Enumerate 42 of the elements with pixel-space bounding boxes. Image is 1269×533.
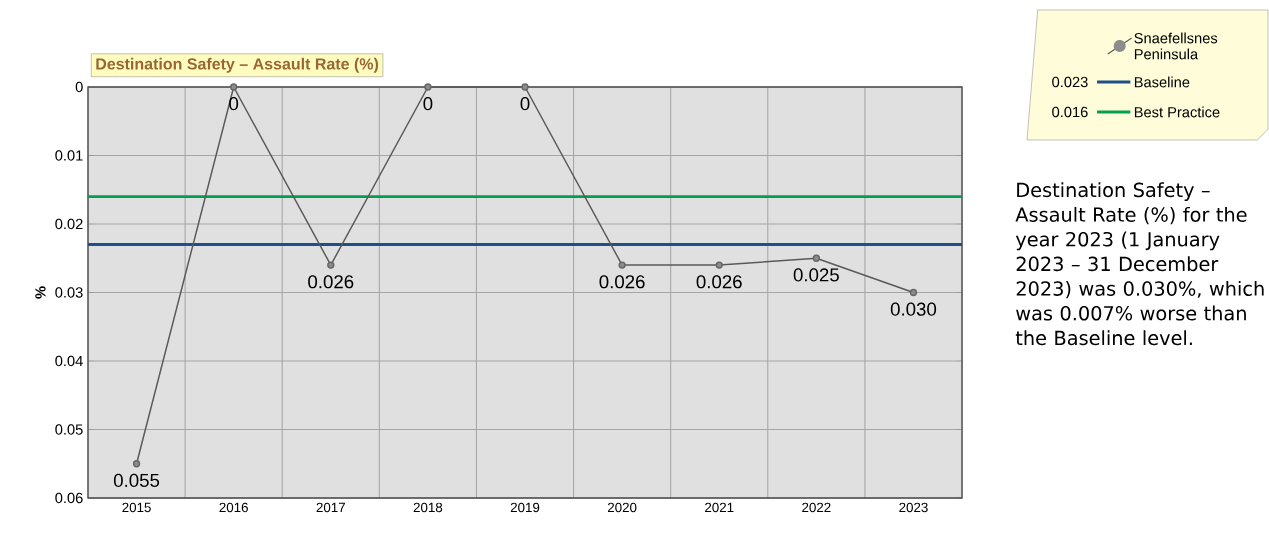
data-label: 0 <box>229 97 239 111</box>
y-axis-title: % <box>35 286 46 299</box>
x-tick-label: 2021 <box>705 502 734 513</box>
data-label: 0 <box>520 97 530 111</box>
x-tick-label: 2022 <box>802 502 831 513</box>
point <box>812 254 821 262</box>
data-label: 0.026 <box>308 275 354 289</box>
text: Destination Safety – Assault Rate (%) for the year 2023 (1 January 2023 – 31 December 2023) was 0.030%, which was 0.007% worse than the Baseline level. <box>1015 182 1264 346</box>
y-tick-label: 0.06 <box>55 492 83 504</box>
y-tick-label: 0.05 <box>55 424 83 435</box>
data-label: 0 <box>423 97 433 111</box>
point <box>230 83 238 91</box>
data-label: 0.026 <box>599 275 645 289</box>
point <box>618 261 626 269</box>
x-tick-label: 2018 <box>413 502 443 513</box>
legend-label: Snaefellsnes Peninsula <box>1134 32 1218 60</box>
y-tick-label: 0.04 <box>55 355 83 367</box>
x-tick-label: 2016 <box>219 502 248 513</box>
y-tick-label: 0 <box>75 81 83 93</box>
data-label: 0.025 <box>793 268 839 282</box>
x-tick-label: 2019 <box>510 502 540 513</box>
text: 0.016 <box>1052 106 1088 118</box>
y-tick-label: 0.01 <box>55 150 83 161</box>
point <box>715 261 723 269</box>
x-tick-label: 2015 <box>122 502 151 513</box>
chart-title: Destination Safety – Assault Rate (%) <box>96 57 379 73</box>
legend-label: Baseline <box>1134 76 1190 88</box>
point <box>521 83 529 91</box>
data-label: 0.026 <box>696 275 742 289</box>
x-tick-label: 2020 <box>607 502 637 513</box>
data-label: 0.055 <box>113 473 160 488</box>
point <box>132 460 141 468</box>
point <box>424 83 432 91</box>
data-label: 0.030 <box>890 302 937 316</box>
x-tick-label: 2017 <box>316 502 345 513</box>
point <box>327 261 335 269</box>
legend-label: Best Practice <box>1134 106 1220 118</box>
y-tick-label: 0.03 <box>55 287 83 298</box>
x-tick-label: 2023 <box>899 502 928 513</box>
point <box>909 288 918 297</box>
y-tick-label: 0.02 <box>55 218 83 230</box>
text: 0.023 <box>1052 76 1088 88</box>
